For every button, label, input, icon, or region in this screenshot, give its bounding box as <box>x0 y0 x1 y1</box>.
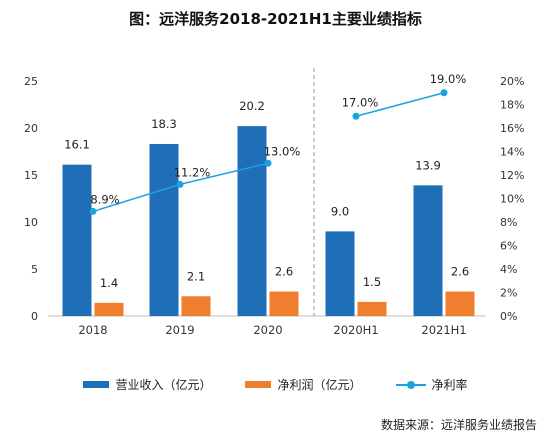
x-axis-labels: 2018 2019 2020 2020H1 2021H1 <box>78 323 466 337</box>
chart-title: 图：远洋服务2018-2021H1主要业绩指标 <box>129 10 422 28</box>
legend-swatch-net-margin <box>395 380 426 390</box>
left-axis-tick-label: 10 <box>24 216 38 229</box>
right-axis-tick-label: 4% <box>500 263 517 276</box>
right-axis-tick-label: 0% <box>500 310 517 323</box>
right-axis-tick-label: 16% <box>500 122 524 135</box>
right-axis-tick-label: 20% <box>500 75 524 88</box>
legend-item-revenue: 营业收入（亿元） <box>83 376 211 393</box>
net-margin-label: 19.0% <box>430 72 467 86</box>
bar-label-net-profit: 2.1 <box>187 269 205 283</box>
net-margin-point <box>89 207 97 215</box>
bar-label-revenue: 9.0 <box>331 204 349 218</box>
x-axis-tick-label: 2018 <box>78 323 107 337</box>
legend: 营业收入（亿元） 净利润（亿元） 净利率 <box>0 376 551 393</box>
left-axis-tick-label: 20 <box>24 122 38 135</box>
legend-label-revenue: 营业收入（亿元） <box>115 378 212 392</box>
legend-item-net-profit: 净利润（亿元） <box>245 376 362 393</box>
bar-revenue <box>149 143 179 316</box>
bar-series: 16.1 18.3 20.2 9.0 13.9 1.4 2.1 2.6 1.5 2.6 <box>62 99 475 317</box>
bar-net-profit <box>269 291 299 316</box>
right-axis-tick-label: 2% <box>500 287 517 300</box>
bar-net-profit <box>357 301 387 316</box>
data-source-note: 数据来源：远洋服务业绩报告 <box>380 418 537 432</box>
bar-label-net-profit: 1.5 <box>363 275 381 289</box>
x-axis-tick-label: 2021H1 <box>421 323 466 337</box>
right-axis-tick-label: 6% <box>500 240 517 253</box>
bar-net-profit <box>94 302 124 316</box>
bar-label-revenue: 16.1 <box>64 138 90 152</box>
right-axis-tick-label: 10% <box>500 193 524 206</box>
bar-revenue <box>325 231 355 316</box>
bar-net-profit <box>181 296 211 316</box>
net-margin-point <box>176 180 184 188</box>
bar-label-net-profit: 2.6 <box>451 265 469 279</box>
bar-label-revenue: 18.3 <box>151 117 177 131</box>
net-margin-point <box>440 89 448 97</box>
bar-label-net-profit: 2.6 <box>275 265 293 279</box>
right-axis: 0% 2% 4% 6% 8% 10% 12% 14% 16% 18% 20% <box>500 75 524 323</box>
left-axis-tick-label: 15 <box>24 169 38 182</box>
legend-item-net-margin: 净利率 <box>395 376 468 393</box>
x-axis-tick-label: 2020 <box>253 323 282 337</box>
line-series: 8.9% 11.2% 13.0% 17.0% 19.0% <box>89 72 467 215</box>
bar-label-net-profit: 1.4 <box>100 276 118 290</box>
bar-revenue <box>237 126 267 317</box>
net-margin-label: 8.9% <box>90 192 119 206</box>
net-margin-point <box>352 112 360 120</box>
x-axis-tick-label: 2020H1 <box>333 323 378 337</box>
legend-label-net-profit: 净利润（亿元） <box>277 378 362 392</box>
left-axis-tick-label: 5 <box>31 263 38 276</box>
bar-label-revenue: 20.2 <box>239 99 265 113</box>
x-axis-tick-label: 2019 <box>165 323 194 337</box>
right-axis-tick-label: 18% <box>500 99 524 112</box>
left-axis: 0 5 10 15 20 25 <box>24 75 38 323</box>
net-margin-point <box>264 159 272 167</box>
legend-swatch-net-profit <box>245 381 272 388</box>
bar-label-revenue: 13.9 <box>415 158 441 172</box>
right-axis-tick-label: 14% <box>500 146 524 159</box>
right-axis-tick-label: 12% <box>500 169 524 182</box>
left-axis-tick-label: 25 <box>24 75 38 88</box>
net-margin-label: 13.0% <box>264 144 301 158</box>
net-margin-line <box>355 92 445 117</box>
right-axis-tick-label: 8% <box>500 216 517 229</box>
net-margin-label: 11.2% <box>174 165 211 179</box>
legend-label-net-margin: 净利率 <box>431 378 468 392</box>
net-margin-label: 17.0% <box>342 95 379 109</box>
left-axis-tick-label: 0 <box>31 310 38 323</box>
legend-swatch-revenue <box>83 381 110 388</box>
bar-net-profit <box>445 291 475 316</box>
bar-revenue <box>413 185 443 316</box>
bar-revenue <box>62 164 92 316</box>
